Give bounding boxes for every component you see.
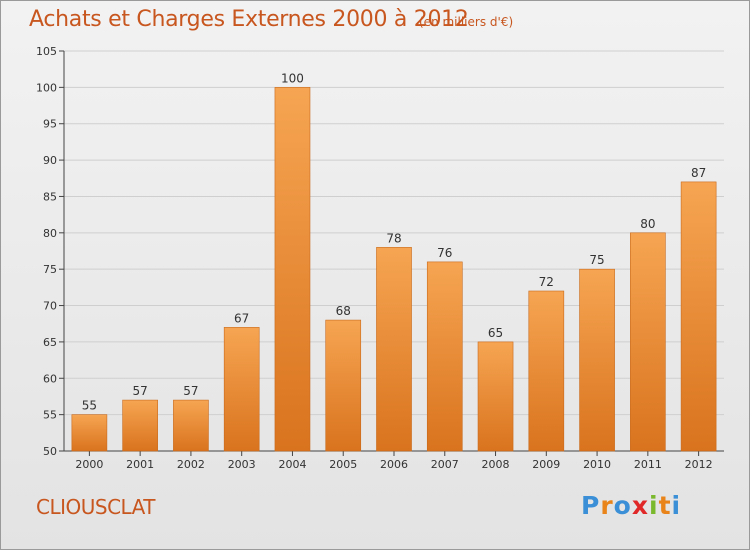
chart-title: Achats et Charges Externes 2000 à 2012 (29, 7, 469, 32)
logo-letter: t (658, 491, 672, 520)
data-label: 76 (437, 246, 452, 260)
x-tick-label: 2010 (583, 458, 611, 471)
x-tick-label: 2003 (228, 458, 256, 471)
data-label: 67 (234, 311, 249, 325)
x-tick-label: 2000 (75, 458, 103, 471)
y-tick-label: 80 (43, 227, 57, 240)
proxiti-logo[interactable]: Proxiti (581, 491, 681, 520)
bar (173, 399, 209, 452)
x-tick-label: 2009 (532, 458, 560, 471)
x-tick-label: 2004 (278, 458, 306, 471)
data-labels: 55 57 57 67 100 68 78 76 65 72 75 80 87 (82, 71, 707, 412)
x-tick-label: 2001 (126, 458, 154, 471)
x-tick-label: 2002 (177, 458, 205, 471)
y-tick-label: 50 (43, 445, 57, 458)
data-label: 65 (488, 326, 503, 340)
data-label: 87 (691, 166, 706, 180)
bar (680, 181, 717, 452)
bar (528, 290, 565, 452)
x-tick-label: 2005 (329, 458, 357, 471)
logo-letter: i (649, 491, 659, 520)
data-label: 68 (336, 304, 351, 318)
logo-letter: r (600, 491, 614, 520)
y-tick-label: 90 (43, 154, 57, 167)
data-label: 100 (281, 71, 304, 85)
y-tick-label: 100 (36, 81, 57, 94)
bar (122, 399, 158, 452)
logo-letter: i (671, 491, 682, 520)
data-label: 55 (82, 399, 97, 413)
bar (376, 247, 412, 452)
x-tick-label: 2012 (685, 458, 713, 471)
y-tick-label: 60 (43, 372, 57, 385)
chart-subtitle: (en milliers d'€) (419, 15, 514, 29)
y-tick-label: 95 (43, 118, 57, 131)
x-tick-label: 2011 (634, 458, 662, 471)
y-tick-label: 55 (43, 409, 57, 422)
bar (579, 268, 615, 452)
logo-letter: x (631, 491, 649, 520)
bar (630, 232, 666, 452)
data-label: 57 (133, 384, 148, 398)
bar (325, 319, 362, 452)
x-tick-label: 2006 (380, 458, 408, 471)
bar (223, 327, 260, 452)
data-label: 57 (183, 384, 198, 398)
commune-name: CLIOUSCLAT (36, 495, 156, 519)
data-label: 80 (640, 217, 655, 231)
bar (274, 87, 311, 452)
y-tick-label: 85 (43, 190, 57, 203)
y-tick-label: 65 (43, 336, 57, 349)
y-tick-label: 70 (43, 300, 57, 313)
y-tick-label: 75 (43, 263, 57, 276)
data-label: 72 (539, 275, 554, 289)
bar (477, 341, 514, 452)
y-tick-label: 105 (36, 45, 57, 58)
data-label: 78 (386, 231, 401, 245)
bar (426, 261, 463, 452)
x-tick-label: 2008 (482, 458, 510, 471)
bars (71, 87, 717, 452)
data-label: 75 (589, 253, 604, 267)
logo-letter: o (613, 491, 632, 520)
logo-letter: P (581, 491, 601, 520)
x-tick-label: 2007 (431, 458, 459, 471)
bar (71, 414, 108, 452)
